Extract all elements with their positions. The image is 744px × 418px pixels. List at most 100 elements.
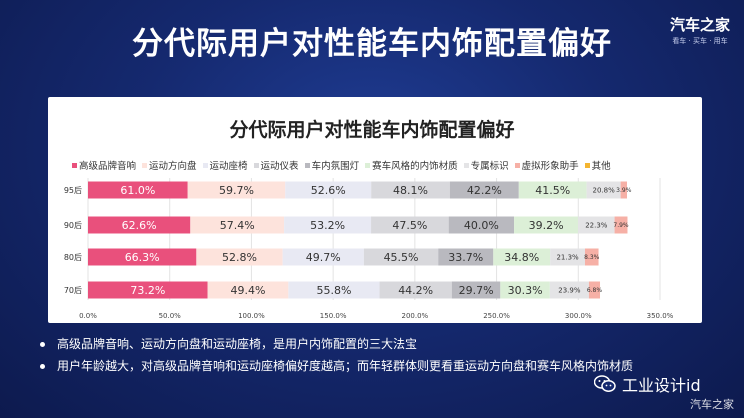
bar-segment [88,181,188,199]
legend-item: 高级品牌音响 [72,158,136,172]
bar-segment [451,281,501,299]
legend-label: 赛车风格的内饰材质 [372,161,458,172]
x-tick-label: 0.0% [79,312,97,320]
category-label: 70后 [64,285,82,295]
bullet-text: 用户年龄越大，对高级品牌音响和运动座椅偏好度越高；而年轻群体则更看重运动方向盘和… [57,359,634,373]
category-label: 80后 [64,252,82,262]
bar-segment [88,248,197,266]
category-label: 90后 [64,220,82,230]
wechat-label: 工业设计id [622,376,701,395]
bar-segment [88,281,208,299]
legend-label: 运动方向盘 [149,161,197,172]
data-label: 34.8% [504,251,539,264]
data-label: 47.5% [392,219,427,232]
data-label: 49.7% [306,251,341,264]
bar-segment [88,216,191,234]
legend-label: 其他 [591,161,611,172]
bar-segment [284,216,372,234]
bullet-text: 高级品牌音响、运动方向盘和运动座椅，是用户内饰配置的三大法宝 [57,337,418,351]
data-label: 3.9% [616,187,632,194]
legend-swatch [253,162,259,168]
brand-tagline: 看车 · 买车 · 用车 [672,37,728,45]
legend-item: 运动方向盘 [142,158,197,172]
legend-swatch [202,162,208,168]
chart-legend: 高级品牌音响 运动方向盘 运动座椅 运动仪表 车内氛围灯 赛车风格的内饰材质 专属标识 虚拟形… [72,158,611,172]
data-label: 62.6% [122,219,157,232]
legend-item: 运动座椅 [202,158,248,172]
bar-segment [449,181,519,199]
legend-item: 专属标识 [463,158,509,172]
data-label: 23.9% [558,286,581,294]
bullet-dot-icon [40,342,45,347]
legend-swatch [514,162,520,168]
x-tick-label: 300.0% [565,312,592,320]
data-label: 29.7% [459,284,494,297]
x-tick-label: 250.0% [483,312,510,320]
bar-segment [187,181,286,199]
data-label: 57.4% [220,219,255,232]
legend-swatch [584,162,590,168]
bar-segment [448,216,515,234]
bar-segment [518,181,587,199]
legend-item: 车内氛围灯 [304,158,360,172]
data-label: 66.3% [125,251,160,264]
bar-segment [207,281,289,299]
x-tick-label: 50.0% [159,312,182,320]
page-title: 分代际用户对性能车内饰配置偏好 [132,26,612,62]
legend-item: 赛车风格的内饰材质 [365,158,458,172]
bar-segment [363,248,439,266]
wechat-account: 工业设计id [594,372,701,396]
summary-bullets: 高级品牌音响、运动方向盘和运动座椅，是用户内饰配置的三大法宝 用户年龄越大，对高… [40,333,633,377]
data-label: 48.1% [393,184,428,197]
brand-name: 汽车之家 [669,16,730,34]
legend-label: 车内氛围灯 [311,161,360,172]
legend-item: 运动仪表 [253,158,299,172]
bar-segment [584,248,599,266]
data-label: 53.2% [310,219,345,232]
bar-segment [549,281,589,299]
legend-swatch [463,162,469,168]
bar-segment [586,181,621,199]
x-tick-label: 100.0% [238,312,265,320]
data-label: 59.7% [219,184,254,197]
wechat-icon [594,375,616,392]
bar-segment [614,216,628,234]
legend-label: 运动仪表 [260,161,299,172]
x-tick-label: 150.0% [320,312,347,320]
watermark: 汽车之家 [690,398,734,411]
bar-segment [438,248,494,266]
brand-logo: 汽车之家 看车 · 买车 · 用车 [670,14,730,46]
bar-segment [500,281,550,299]
bar-segment [493,248,551,266]
legend-item: 虚拟形象助手 [514,158,579,172]
category-label: 95后 [64,185,82,195]
legend-swatch [72,162,77,168]
bullet-item: 用户年龄越大，对高级品牌音响和运动座椅偏好度越高；而年轻群体则更看重运动方向盘和… [40,355,633,377]
data-label: 20.8% [592,186,615,194]
data-label: 33.7% [448,251,483,264]
legend-label: 虚拟形象助手 [521,161,579,172]
legend-swatch [365,162,371,168]
bar-segment [371,181,450,199]
data-label: 39.2% [529,219,564,232]
legend-item: 其他 [584,158,611,172]
data-label: 55.8% [316,284,351,297]
bar-segment [379,281,452,299]
legend-swatch [142,162,148,168]
bar-segment [288,281,380,299]
data-label: 52.8% [222,251,257,264]
bar-segment [371,216,449,234]
data-label: 49.4% [231,284,266,297]
bar-segment [196,248,283,266]
data-label: 30.3% [508,284,543,297]
data-label: 21.3% [556,253,579,261]
bullet-item: 高级品牌音响、运动方向盘和运动座椅，是用户内饰配置的三大法宝 [40,333,633,355]
bar-segment [588,281,601,299]
bar-segment [514,216,579,234]
data-label: 73.2% [130,284,165,297]
bar-segment [285,181,372,199]
data-label: 42.2% [467,184,502,197]
x-tick-label: 200.0% [402,312,429,320]
legend-swatch [304,162,310,168]
